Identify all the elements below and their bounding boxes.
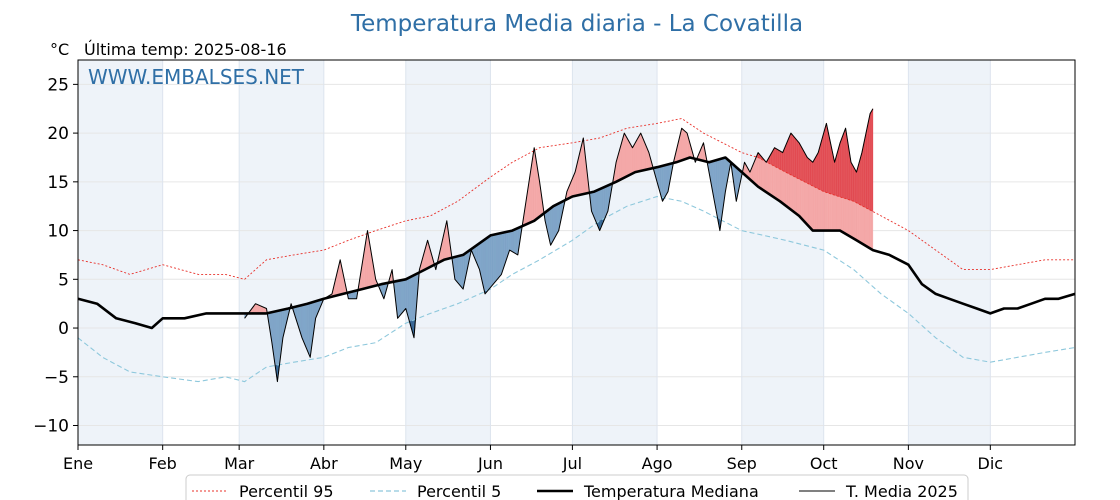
anomaly-warm-extreme: [871, 107, 874, 212]
x-tick-label: Jul: [562, 454, 582, 473]
y-tick-label: −10: [33, 417, 69, 437]
chart-title: Temperatura Media diaria - La Covatilla: [350, 11, 803, 37]
y-tick-label: −5: [44, 368, 69, 388]
series-line-percentil-95: [77, 118, 1075, 280]
legend-label-median: Temperatura Mediana: [583, 482, 759, 500]
month-shade-sep: [741, 60, 824, 445]
x-tick-label: Sep: [727, 454, 757, 473]
unit-label: °C: [50, 40, 69, 59]
watermark: WWW.EMBALSES.NET: [88, 65, 305, 89]
month-shade-jul: [572, 60, 658, 445]
plot-frame: [77, 59, 1076, 446]
legend-label-current: T. Media 2025: [845, 482, 958, 500]
x-tick-label: Ago: [642, 454, 673, 473]
y-tick-label: 20: [47, 124, 69, 144]
x-tick-label: Mar: [224, 454, 255, 473]
x-tick-label: Abr: [310, 454, 338, 473]
plot-area: 25 20 15 10 5 0 −5 −10 Ene Feb Mar Abr May Jun Jul Ago S…: [33, 59, 1076, 473]
x-tick-label: Ene: [63, 454, 93, 473]
series-line-temperatura-mediana: [77, 156, 1076, 330]
last-temp-label: Última temp: 2025-08-16: [84, 40, 287, 59]
month-shade-mar: [239, 60, 324, 445]
month-shade-ene: [78, 60, 163, 445]
legend-label-p95: Percentil 95: [239, 482, 334, 500]
x-tick-label: Feb: [149, 454, 177, 473]
x-tick-label: Nov: [893, 454, 924, 473]
x-tick-label: Jun: [477, 454, 503, 473]
legend-box: [185, 474, 969, 500]
y-tick-label: 15: [47, 173, 69, 193]
y-tick-label: 10: [47, 222, 69, 242]
legend: Percentil 95 Percentil 5 Temperatura Med…: [185, 474, 969, 500]
y-tick-label: 25: [47, 75, 69, 95]
month-shade-nov: [908, 60, 991, 445]
y-tick-label: 5: [58, 270, 69, 290]
y-tick-label: 0: [58, 319, 69, 339]
x-tick-label: Oct: [810, 454, 838, 473]
series-line-t-media-2025: [244, 108, 874, 383]
legend-label-p5: Percentil 5: [417, 482, 501, 500]
x-tick-label: Dic: [978, 454, 1004, 473]
series-line-percentil-5: [77, 195, 1076, 383]
x-tick-label: May: [389, 454, 422, 473]
